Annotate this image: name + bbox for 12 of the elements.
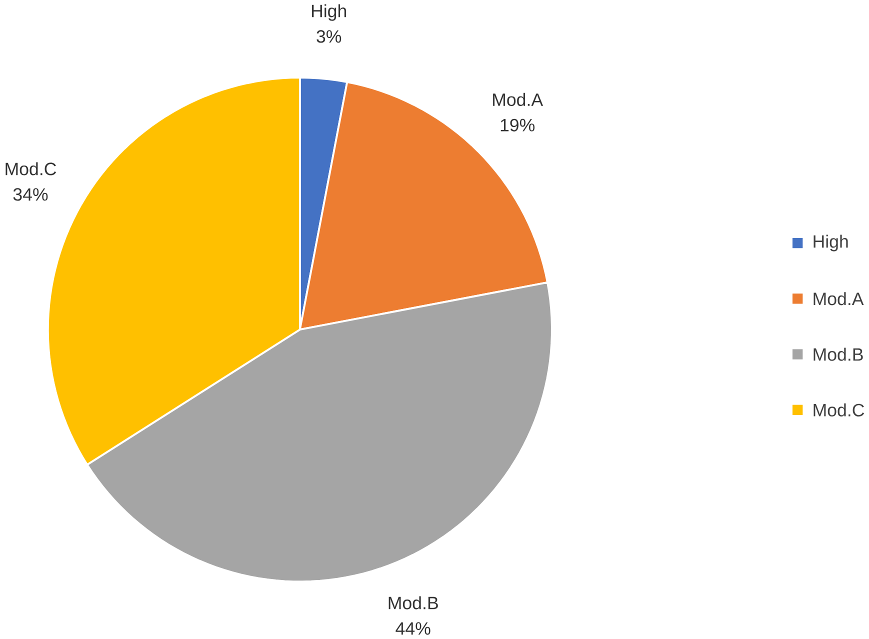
data-label: 44% — [396, 622, 430, 635]
legend-label: Mod.A — [814, 292, 864, 306]
slice-label: Mod.C — [6, 162, 56, 176]
slice-label: Mod.A — [493, 92, 544, 106]
legend-label: Mod.C — [814, 403, 864, 416]
data-label: 3% — [316, 30, 342, 43]
legend-label: High — [814, 234, 848, 252]
slice-label: High — [312, 4, 346, 21]
data-label: 34% — [13, 188, 48, 201]
legend-label: Mod.B — [814, 348, 863, 361]
data-label: 19% — [500, 118, 535, 132]
slice-label: Mod.B — [388, 596, 438, 610]
